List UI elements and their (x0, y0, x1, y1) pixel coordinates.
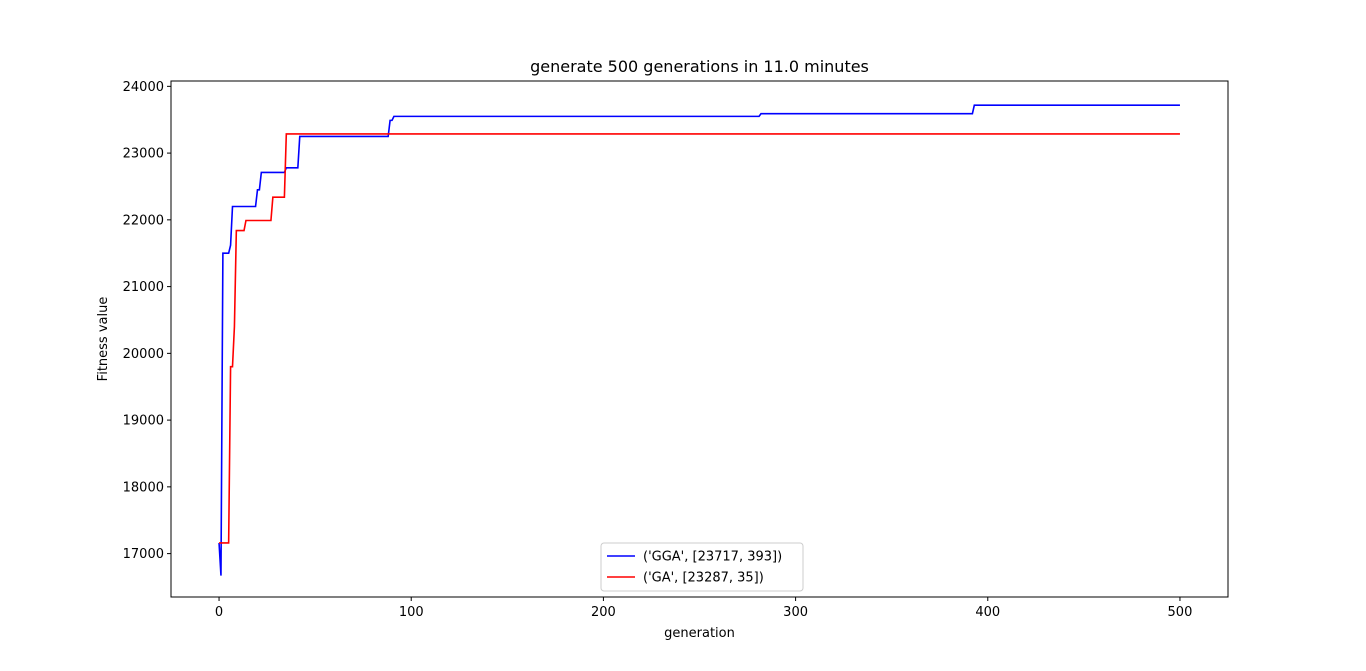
x-tick-label: 100 (399, 605, 424, 620)
legend-entry-label: ('GA', [23287, 35]) (643, 571, 764, 586)
y-tick-label: 21000 (123, 280, 164, 295)
x-axis: 0 100 200 300 400 500 (215, 597, 1192, 620)
plot-area (170, 80, 1229, 598)
y-tick-label: 17000 (123, 547, 164, 562)
y-tick-label: 19000 (123, 414, 164, 429)
legend-entry-label: ('GGA', [23717, 393]) (643, 550, 782, 565)
x-tick-label: 500 (1168, 605, 1193, 620)
y-axis: 17000 18000 19000 20000 21000 22000 23000 24000 (123, 80, 171, 562)
x-tick-label: 400 (975, 605, 1000, 620)
series-line-gga (218, 104, 1180, 576)
chart-title: generate 500 generations in 11.0 minutes (530, 57, 869, 76)
series-layer (218, 104, 1180, 576)
y-axis-label: Fitness value (96, 297, 111, 382)
x-tick-label: 200 (591, 605, 616, 620)
y-tick-label: 22000 (123, 213, 164, 228)
series-line-ga (219, 133, 1180, 544)
plot-frame (170, 80, 1229, 598)
y-tick-label: 24000 (123, 80, 164, 95)
y-tick-label: 18000 (123, 480, 164, 495)
y-tick-label: 20000 (123, 347, 164, 362)
y-tick-label: 23000 (123, 147, 164, 162)
x-tick-label: 0 (215, 605, 223, 620)
legend-box (600, 542, 804, 592)
legend: ('GGA', [23717, 393]) ('GA', [23287, 35]) (600, 542, 804, 592)
x-tick-label: 300 (783, 605, 808, 620)
x-axis-label: generation (664, 626, 735, 641)
